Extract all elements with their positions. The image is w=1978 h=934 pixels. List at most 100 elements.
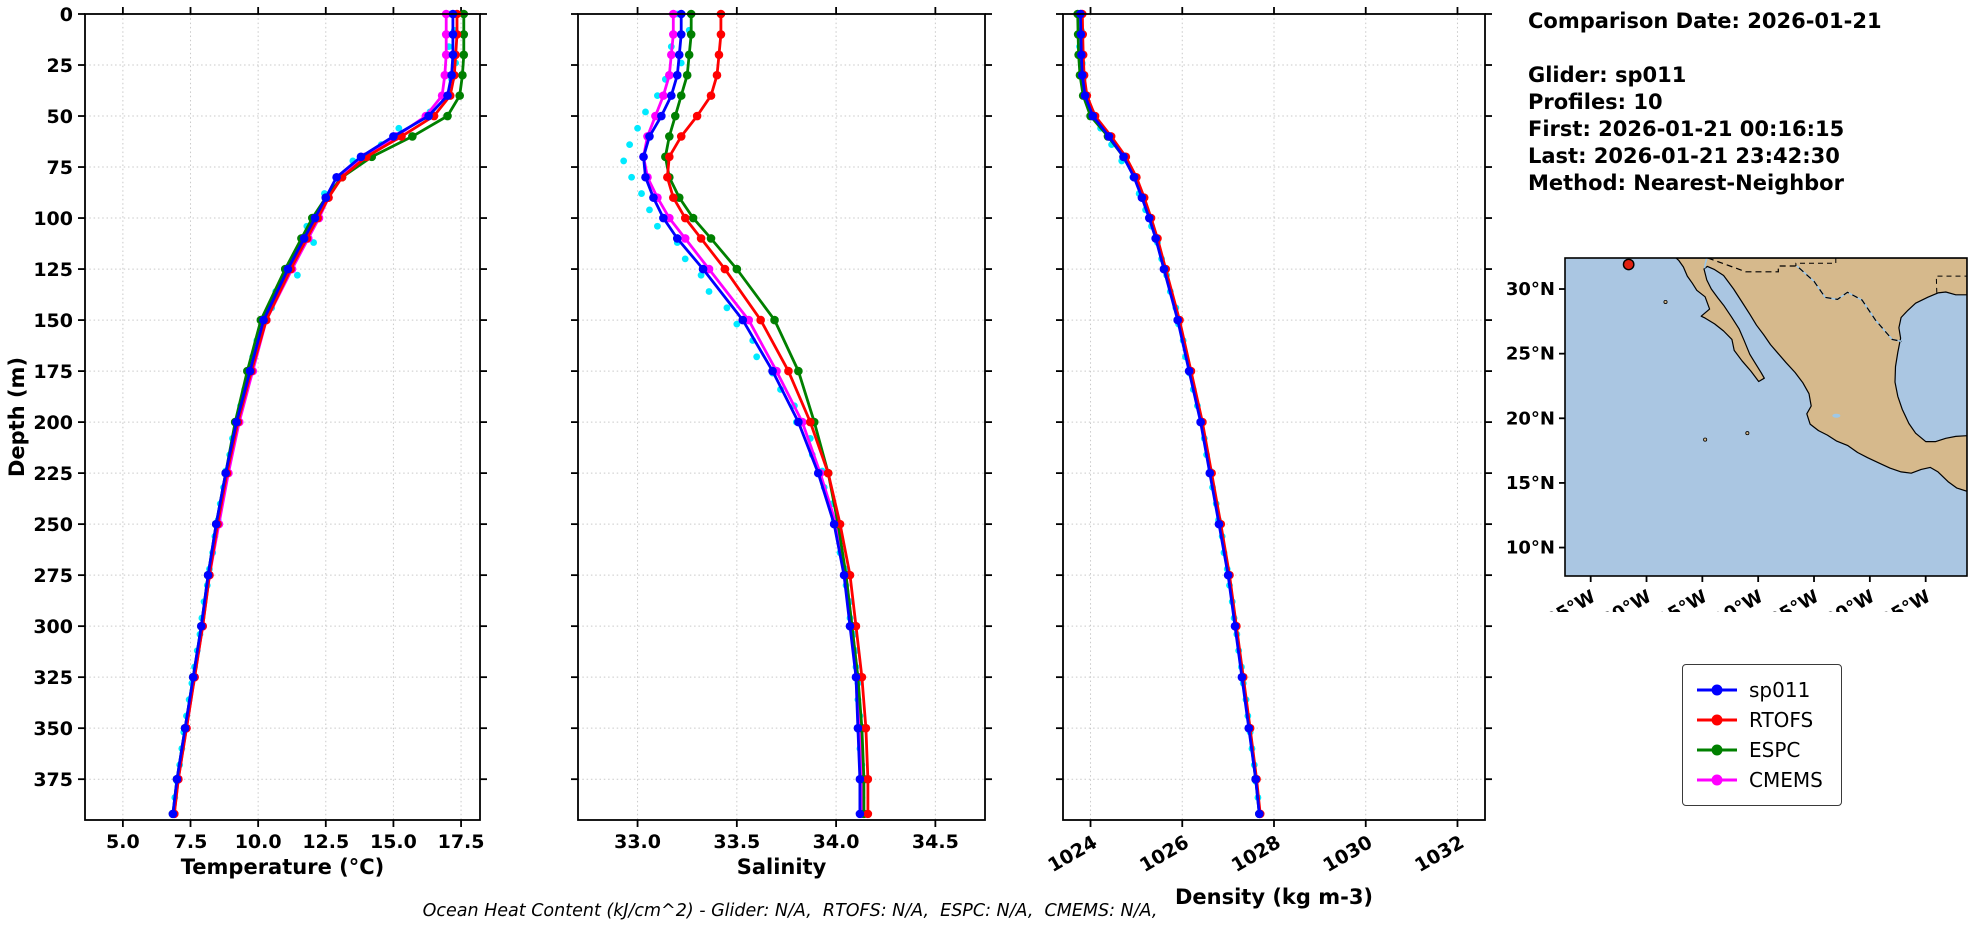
- y-tick-label: 350: [33, 718, 73, 740]
- plot-frame: [1062, 13, 1486, 821]
- legend-item-cmems: CMEMS: [1695, 765, 1823, 795]
- sp011-series: [168, 9, 458, 819]
- legend-label: CMEMS: [1749, 768, 1823, 792]
- RTOFS-series: [663, 9, 873, 819]
- profiles-count: Profiles: 10: [1528, 90, 1663, 114]
- legend-label: sp011: [1749, 678, 1811, 702]
- y-tick-label: 150: [33, 310, 73, 332]
- x-tick-label: 12.5: [302, 831, 349, 853]
- lon-tick-label: 125°W: [1531, 586, 1599, 612]
- rtofs-line-marker-icon: [1697, 714, 1737, 726]
- y-tick-label: 250: [33, 514, 73, 536]
- ESPC-line: [664, 14, 866, 814]
- x-tick-label: 34.5: [912, 831, 959, 853]
- lon-tick-label: 105°W: [1754, 586, 1822, 612]
- lat-tick-label: 20°N: [1506, 408, 1555, 429]
- x-tick-label: 15.0: [370, 831, 417, 853]
- lat-tick-label: 15°N: [1506, 473, 1555, 494]
- y-tick-label: 225: [33, 463, 73, 485]
- map-frame: [1564, 257, 1968, 577]
- x-tick-label: 7.5: [174, 831, 208, 853]
- land-north-america: [1675, 258, 1967, 492]
- ESPC-series: [1073, 9, 1264, 819]
- x-tick-label: 33.0: [614, 831, 661, 853]
- glider-position-marker: [1622, 258, 1635, 271]
- lat-tick-label: 10°N: [1506, 538, 1555, 559]
- chart-panel: 5.0 7.5 10.0 12.5 15.0 17.5 0 25 50 75 100 125 150 17…: [5, 4, 487, 879]
- y-tick-label: 0: [60, 4, 73, 26]
- x-tick-label: 10.0: [235, 831, 282, 853]
- profile-charts: 5.0 7.5 10.0 12.5 15.0 17.5 0 25 50 75 100 125 150 17…: [5, 4, 1492, 909]
- y-tick-label: 100: [33, 208, 73, 230]
- plot-frame: [84, 13, 481, 821]
- glider-observations: [169, 10, 460, 818]
- glider-id: Glider: sp011: [1528, 63, 1687, 87]
- y-tick-label: 200: [33, 412, 73, 434]
- state-border: [1935, 275, 1967, 293]
- legend-label: RTOFS: [1749, 708, 1814, 732]
- island: [1745, 431, 1750, 436]
- x-axis-label: Density (kg m-3): [1175, 885, 1373, 909]
- comparison-info: Comparison Date: 2026-01-21 Glider: sp01…: [1528, 8, 1882, 197]
- ESPC-line: [171, 14, 466, 815]
- sp011-series: [639, 9, 865, 819]
- info-spacer: [1528, 35, 1882, 62]
- RTOFS-line: [665, 14, 870, 814]
- CMEMS-line: [642, 14, 864, 814]
- y-tick-label: 175: [33, 361, 73, 383]
- x-tick-label: 5.0: [106, 831, 140, 853]
- island: [1663, 299, 1668, 304]
- plot-frame: [577, 13, 986, 821]
- lon-tick-label: 110°W: [1699, 586, 1767, 612]
- lon-tick-label: 120°W: [1587, 586, 1655, 612]
- legend: sp011 RTOFS ESPC CMEMS: [1682, 664, 1842, 806]
- lon-tick-label: 95°W: [1877, 586, 1934, 612]
- y-tick-label: 275: [33, 565, 73, 587]
- lat-tick-label: 30°N: [1506, 279, 1555, 300]
- ESPC-series: [661, 9, 869, 819]
- RTOFS-series: [169, 9, 462, 819]
- x-tick-label: 17.5: [438, 831, 485, 853]
- legend-item-espc: ESPC: [1695, 735, 1823, 765]
- legend-item-sp011: sp011: [1695, 675, 1823, 705]
- cmems-line-marker-icon: [1697, 774, 1737, 786]
- y-tick-label: 50: [47, 106, 73, 128]
- sp011-line: [642, 14, 862, 814]
- comparison-date: Comparison Date: 2026-01-21: [1528, 9, 1882, 33]
- location-map: 30°N 25°N 20°N 15°N 10°N 125°W120°W115°W110°W…: [1506, 257, 1968, 612]
- map-content: [1663, 258, 1967, 492]
- lon-tick-label: 115°W: [1643, 586, 1711, 612]
- sp011-series: [1076, 9, 1264, 819]
- sp011-line-marker-icon: [1697, 684, 1737, 696]
- last-profile-time: Last: 2026-01-21 23:42:30: [1528, 144, 1840, 168]
- x-axis-label: Temperature (°C): [181, 855, 384, 879]
- lake-chapala: [1832, 413, 1841, 418]
- method: Method: Nearest-Neighbor: [1528, 171, 1844, 195]
- y-tick-label: 375: [33, 769, 73, 791]
- x-tick-label: 1030: [1319, 831, 1376, 876]
- CMEMS-series: [639, 9, 867, 819]
- legend-label: ESPC: [1749, 738, 1801, 762]
- y-tick-label: 300: [33, 616, 73, 638]
- y-tick-label: 75: [47, 157, 73, 179]
- colorado-river: [1703, 258, 1708, 269]
- y-tick-label: 325: [33, 667, 73, 689]
- ESPC-series: [168, 9, 469, 819]
- chart-panel: 33.0 33.5 34.0 34.5 Salinity: [571, 7, 992, 879]
- x-axis-label: Salinity: [737, 855, 827, 879]
- chart-panel: 1024 1026 1028 1030 1032 Density (kg m-3): [1044, 7, 1492, 909]
- lat-tick-label: 25°N: [1506, 344, 1555, 365]
- y-tick-label: 125: [33, 259, 73, 281]
- x-tick-label: 1028: [1228, 831, 1285, 876]
- x-tick-label: 34.0: [813, 831, 860, 853]
- us-mexico-border: [1707, 258, 1902, 342]
- lon-tick-label: 100°W: [1810, 586, 1878, 612]
- y-axis-label: Depth (m): [5, 357, 29, 477]
- x-tick-label: 1032: [1411, 831, 1468, 876]
- x-tick-label: 1024: [1044, 831, 1101, 876]
- first-profile-time: First: 2026-01-21 00:16:15: [1528, 117, 1845, 141]
- glider-observations: [620, 10, 866, 818]
- island: [1703, 437, 1708, 442]
- y-tick-label: 25: [47, 55, 73, 77]
